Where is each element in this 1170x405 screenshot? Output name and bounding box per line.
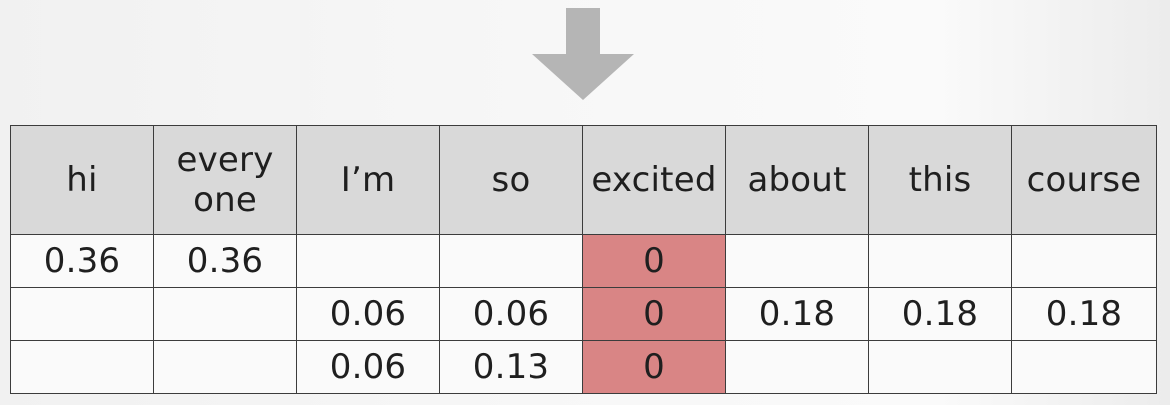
table-cell (439, 234, 583, 288)
table-cell (153, 287, 297, 341)
table-row: 0.06 0.06 0 0.18 0.18 0.18 (10, 287, 1157, 341)
column-header: so (439, 125, 583, 235)
table-cell (10, 287, 154, 341)
column-header: every one (153, 125, 297, 235)
highlighted-cell: 0 (582, 234, 726, 288)
highlighted-cell: 0 (582, 287, 726, 341)
table-cell: 0.18 (1011, 287, 1157, 341)
table-cell (725, 234, 869, 288)
table-cell (153, 340, 297, 394)
column-header-highlighted: excited (582, 125, 726, 235)
table-cell: 0.06 (439, 287, 583, 341)
table-cell (868, 340, 1012, 394)
table-cell: 0.13 (439, 340, 583, 394)
table-cell: 0.36 (153, 234, 297, 288)
table-cell (725, 340, 869, 394)
down-arrow-icon (532, 8, 634, 100)
column-header: this (868, 125, 1012, 235)
table-header-row: hi every one I’m so excited about this c… (10, 125, 1157, 235)
column-header: I’m (296, 125, 440, 235)
column-header: about (725, 125, 869, 235)
table-cell: 0.06 (296, 287, 440, 341)
table-cell: 0.36 (10, 234, 154, 288)
column-header: course (1011, 125, 1157, 235)
column-header: hi (10, 125, 154, 235)
table-row: 0.36 0.36 0 (10, 234, 1157, 288)
table-cell (1011, 234, 1157, 288)
table-cell: 0.06 (296, 340, 440, 394)
table-cell (296, 234, 440, 288)
table-cell (868, 234, 1012, 288)
highlighted-cell: 0 (582, 340, 726, 394)
table-cell (1011, 340, 1157, 394)
table-cell: 0.18 (725, 287, 869, 341)
table-row: 0.06 0.13 0 (10, 340, 1157, 394)
table-cell: 0.18 (868, 287, 1012, 341)
word-score-table: hi every one I’m so excited about this c… (10, 125, 1157, 394)
table-cell (10, 340, 154, 394)
